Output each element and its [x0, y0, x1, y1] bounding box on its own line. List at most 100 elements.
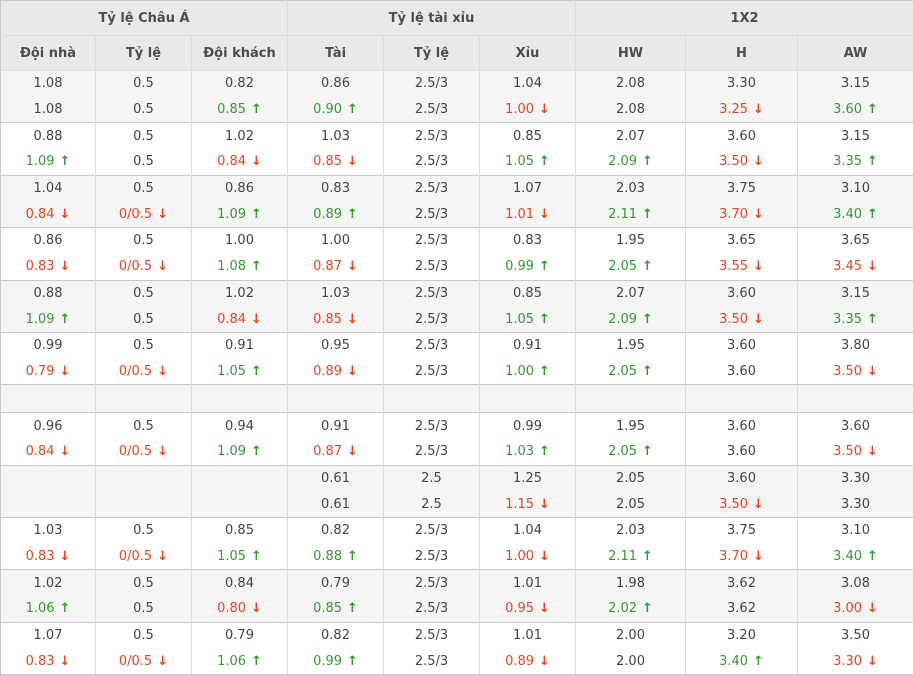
odds-value: 0/0.5 [119, 444, 152, 459]
odds-value: 0.94 [225, 419, 254, 434]
odds-value: 3.50 [833, 364, 862, 379]
odds-cell: 2.5 [384, 491, 480, 517]
odds-cell: 1.95 [576, 332, 686, 358]
odds-cell: 0.61 [288, 465, 384, 491]
odds-cell: 0.89↓ [288, 359, 384, 385]
odds-value: 0.5 [133, 576, 154, 591]
odds-cell: 2.05↑ [576, 439, 686, 465]
odds-cell: 0.85↓ [288, 149, 384, 175]
odds-cell: 0.87↓ [288, 439, 384, 465]
odds-cell: 1.06↑ [1, 596, 96, 622]
odds-cell: 1.02 [1, 570, 96, 596]
down-arrow-icon: ↓ [157, 259, 168, 274]
odds-value: 1.09 [217, 444, 246, 459]
odds-cell: 0.79 [288, 570, 384, 596]
spacer-row [1, 385, 913, 413]
down-arrow-icon: ↓ [60, 259, 71, 274]
odds-cell: 0.88↑ [288, 544, 384, 570]
odds-value: 0.99 [513, 419, 542, 434]
odds-cell: 0.95↓ [480, 596, 576, 622]
odds-value: 0.96 [34, 419, 63, 434]
down-arrow-icon: ↓ [753, 207, 764, 222]
odds-value: 3.35 [833, 154, 862, 169]
odds-value: 2.05 [608, 364, 637, 379]
down-arrow-icon: ↓ [251, 312, 262, 327]
odds-cell: 3.15 [798, 123, 913, 149]
odds-value: 2.09 [608, 312, 637, 327]
odds-value: 1.09 [26, 312, 55, 327]
up-arrow-icon: ↑ [251, 444, 262, 459]
down-arrow-icon: ↓ [60, 549, 71, 564]
up-arrow-icon: ↑ [867, 549, 878, 564]
odds-cell: 0.5 [96, 518, 192, 544]
odds-value: 1.00 [505, 364, 534, 379]
odds-cell: 0.99 [480, 413, 576, 439]
down-arrow-icon: ↓ [539, 207, 550, 222]
odds-cell: 0.85 [480, 280, 576, 306]
odds-cell: 1.04 [480, 518, 576, 544]
up-arrow-icon: ↑ [60, 601, 71, 616]
odds-value: 1.07 [513, 181, 542, 196]
odds-cell: 3.70↓ [686, 544, 798, 570]
odds-value: 3.60 [727, 419, 756, 434]
odds-cell: 3.60↑ [798, 97, 913, 123]
odds-cell: 0.5 [96, 413, 192, 439]
odds-cell: 0.99↑ [480, 254, 576, 280]
odds-value: 2.5/3 [415, 102, 448, 117]
odds-value: 1.00 [225, 233, 254, 248]
odds-value: 0.91 [513, 338, 542, 353]
odds-cell: 2.03 [576, 518, 686, 544]
odds-cell [1, 465, 96, 491]
odds-cell: 2.05 [576, 465, 686, 491]
down-arrow-icon: ↓ [539, 497, 550, 512]
odds-value: 2.5/3 [415, 338, 448, 353]
odds-value: 2.03 [616, 523, 645, 538]
odds-cell: 0.85↓ [288, 306, 384, 332]
odds-cell: 2.5/3 [384, 413, 480, 439]
down-arrow-icon: ↓ [347, 444, 358, 459]
down-arrow-icon: ↓ [753, 154, 764, 169]
odds-cell [384, 385, 480, 413]
odds-cell: 3.60 [686, 439, 798, 465]
odds-value: 2.05 [616, 497, 645, 512]
odds-cell: 2.5/3 [384, 596, 480, 622]
odds-value: 2.02 [608, 601, 637, 616]
odds-cell: 2.5/3 [384, 570, 480, 596]
down-arrow-icon: ↓ [753, 312, 764, 327]
column-header-under: Xỉu [480, 36, 576, 71]
odds-value: 3.75 [727, 523, 756, 538]
odds-cell: 3.35↑ [798, 149, 913, 175]
odds-value: 1.04 [34, 181, 63, 196]
odds-cell: 1.03 [288, 280, 384, 306]
odds-value: 1.07 [34, 628, 63, 643]
odds-cell: 0.87↓ [288, 254, 384, 280]
odds-value: 3.50 [719, 154, 748, 169]
odds-cell: 0.5 [96, 175, 192, 201]
odds-cell: 2.00 [576, 622, 686, 648]
odds-cell: 0.89↑ [288, 201, 384, 227]
odds-value: 0.80 [217, 601, 246, 616]
odds-value: 0.79 [225, 628, 254, 643]
down-arrow-icon: ↓ [60, 364, 71, 379]
odds-cell: 1.06↑ [192, 648, 288, 674]
odds-cell: 2.07 [576, 280, 686, 306]
odds-cell: 3.50↓ [798, 359, 913, 385]
odds-cell: 0.82 [192, 71, 288, 97]
odds-cell: 2.5/3 [384, 254, 480, 280]
odds-value: 0.99 [313, 654, 342, 669]
odds-value: 1.95 [616, 338, 645, 353]
up-arrow-icon: ↑ [251, 207, 262, 222]
odds-cell: 3.50↓ [686, 491, 798, 517]
odds-value: 1.02 [225, 286, 254, 301]
odds-cell: 1.05↑ [480, 306, 576, 332]
odds-value: 1.04 [513, 523, 542, 538]
odds-cell: 2.03 [576, 175, 686, 201]
odds-cell: 3.30 [798, 465, 913, 491]
odds-value: 0/0.5 [119, 549, 152, 564]
